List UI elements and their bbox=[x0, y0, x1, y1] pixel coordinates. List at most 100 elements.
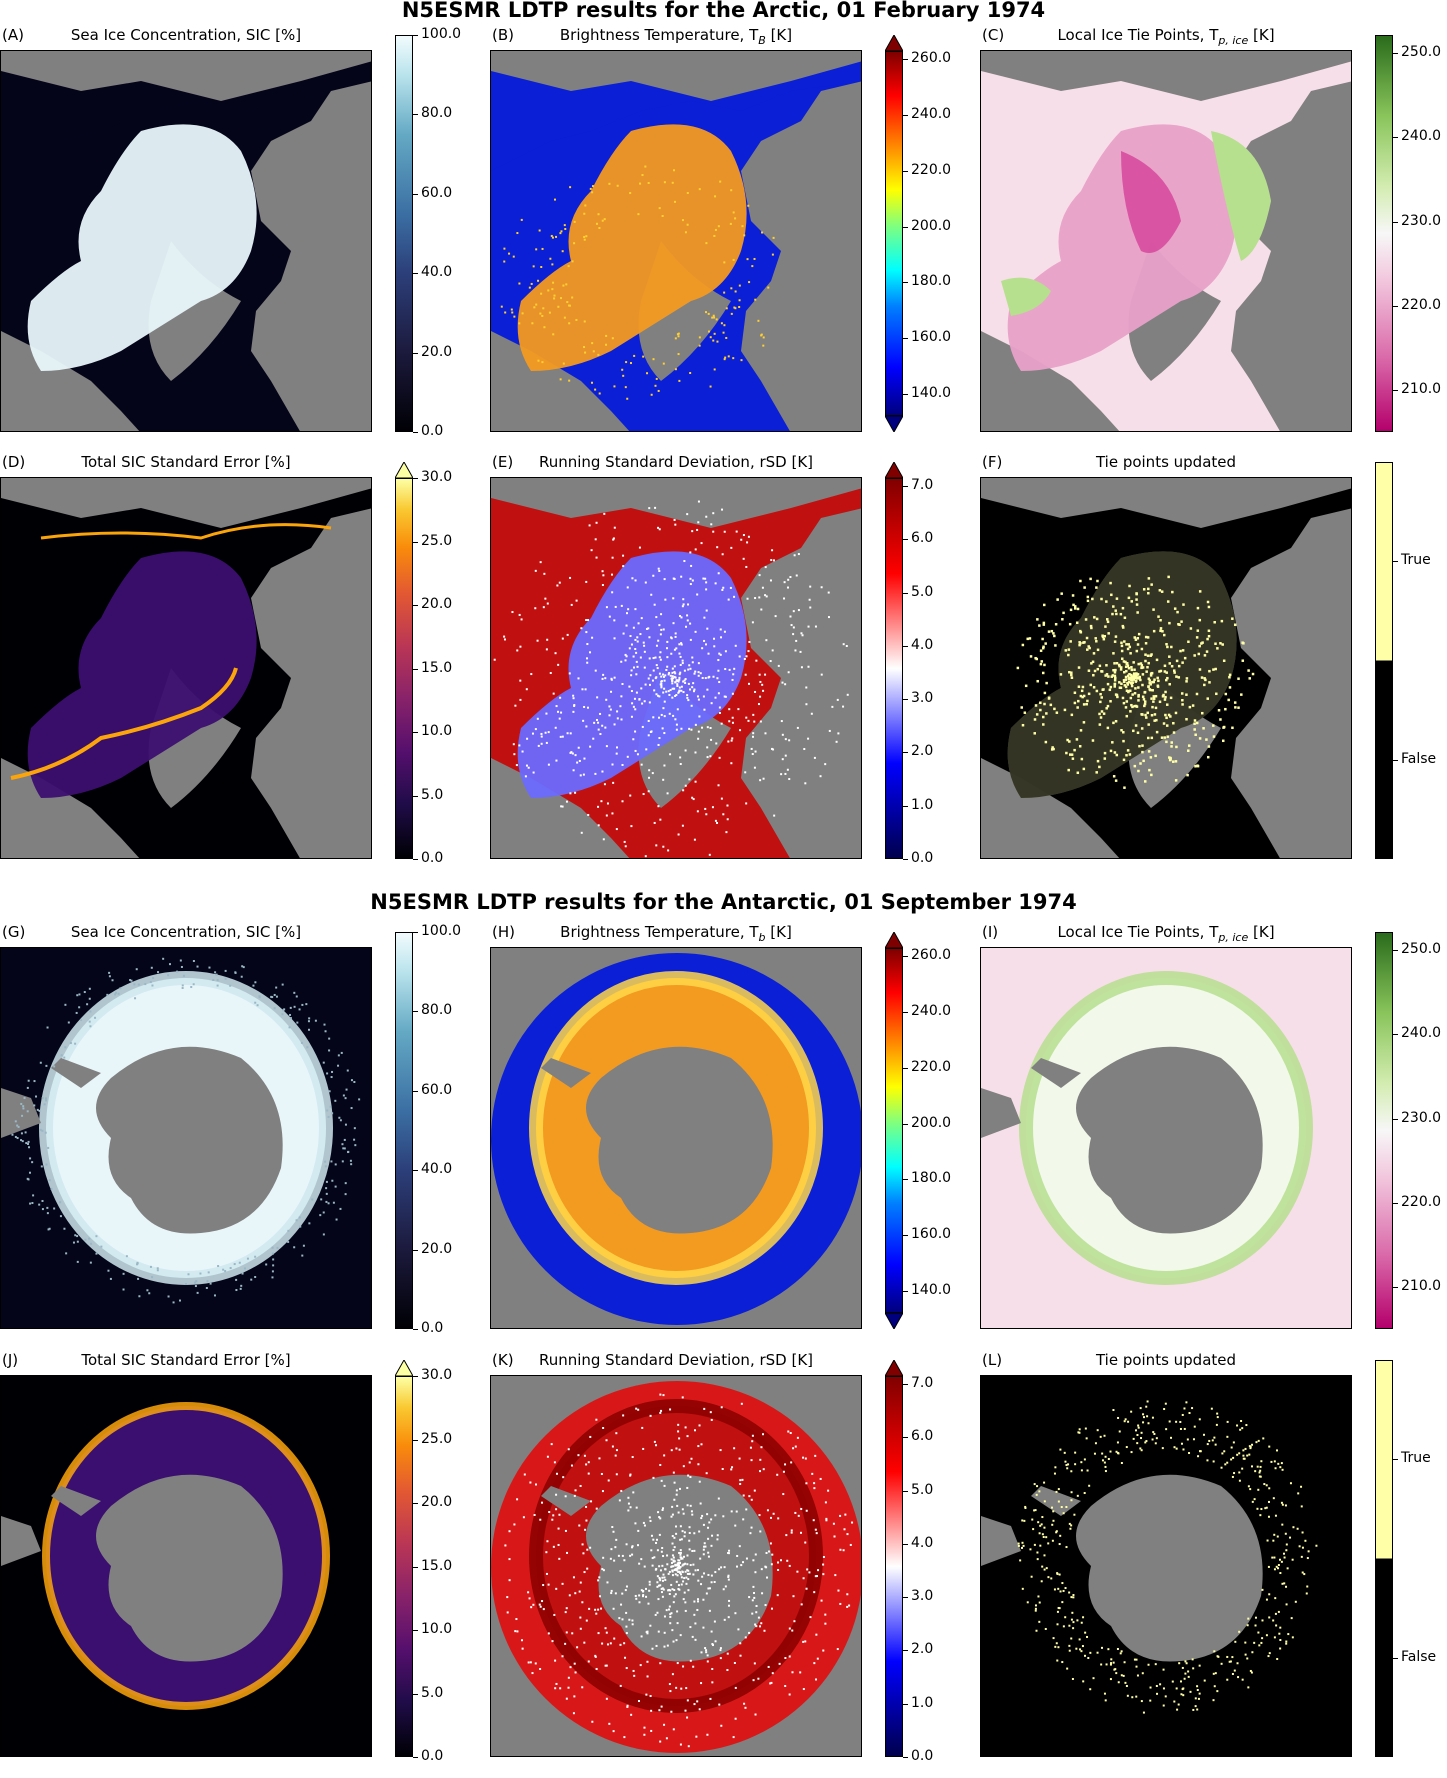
pixel-speckle bbox=[1231, 1672, 1234, 1675]
pixel-speckle bbox=[1247, 1617, 1250, 1620]
pixel-speckle bbox=[1132, 729, 1135, 733]
land-south-america bbox=[1, 1516, 41, 1566]
pixel-speckle bbox=[671, 675, 674, 678]
pixel-speckle bbox=[24, 1131, 27, 1134]
colorbar-tick-mark bbox=[903, 1067, 908, 1069]
pixel-speckle bbox=[601, 570, 604, 573]
pixel-speckle bbox=[677, 691, 680, 694]
pixel-speckle bbox=[1086, 1469, 1089, 1472]
pixel-speckle bbox=[759, 720, 762, 723]
colorbar-tick-mark bbox=[903, 114, 908, 116]
pixel-speckle bbox=[1044, 642, 1047, 645]
pixel-speckle bbox=[1206, 1443, 1209, 1446]
pixel-speckle bbox=[672, 597, 675, 600]
pixel-speckle bbox=[658, 528, 661, 531]
pixel-speckle bbox=[668, 712, 671, 715]
pixel-speckle bbox=[1109, 581, 1112, 585]
colorbar-tick-mark bbox=[903, 805, 908, 807]
pixel-speckle bbox=[152, 976, 155, 979]
pixel-speckle bbox=[703, 639, 706, 642]
pixel-speckle bbox=[679, 1553, 682, 1556]
land-eurasia bbox=[741, 508, 861, 858]
colorbar-tick-mark bbox=[413, 1693, 418, 1695]
pixel-speckle bbox=[646, 1660, 649, 1663]
pixel-speckle bbox=[724, 1585, 727, 1588]
pixel-speckle bbox=[581, 688, 584, 691]
pixel-speckle bbox=[1151, 1416, 1154, 1419]
colorbar-tick-mark bbox=[1393, 1459, 1398, 1461]
pixel-speckle bbox=[710, 1544, 713, 1547]
pixel-speckle bbox=[1068, 1644, 1071, 1647]
pixel-speckle bbox=[687, 668, 690, 671]
pixel-speckle bbox=[658, 737, 661, 740]
pixel-speckle bbox=[812, 1519, 815, 1522]
pixel-speckle bbox=[521, 750, 524, 753]
pixel-speckle bbox=[1042, 715, 1045, 719]
pixel-speckle bbox=[1140, 666, 1143, 670]
pixel-speckle bbox=[686, 1699, 689, 1702]
pixel-speckle bbox=[621, 683, 624, 686]
pixel-speckle bbox=[1053, 634, 1056, 638]
pixel-speckle bbox=[723, 358, 726, 361]
pixel-speckle bbox=[134, 997, 137, 1000]
pixel-speckle bbox=[1109, 1678, 1112, 1681]
pixel-speckle bbox=[694, 751, 697, 754]
pixel-speckle bbox=[718, 706, 721, 709]
pixel-speckle bbox=[557, 710, 560, 713]
pixel-speckle bbox=[1251, 1443, 1254, 1446]
colorbar-tick-mark bbox=[413, 932, 418, 933]
pixel-speckle bbox=[1268, 1445, 1271, 1448]
colorbar-tick-mark bbox=[903, 170, 908, 172]
pixel-speckle bbox=[182, 974, 185, 977]
pixel-speckle bbox=[1147, 587, 1150, 591]
pixel-speckle bbox=[1086, 648, 1089, 651]
pixel-speckle bbox=[671, 671, 674, 674]
pixel-speckle bbox=[1051, 1523, 1054, 1526]
pixel-speckle bbox=[689, 551, 692, 554]
pixel-speckle bbox=[565, 283, 568, 286]
pixel-speckle bbox=[573, 1662, 576, 1665]
pixel-speckle bbox=[1040, 660, 1044, 663]
pixel-speckle bbox=[679, 1634, 682, 1637]
pixel-speckle bbox=[780, 720, 783, 723]
pixel-speckle bbox=[1054, 623, 1058, 626]
pixel-speckle bbox=[1075, 738, 1079, 741]
pixel-speckle bbox=[519, 645, 522, 648]
panel-label: (F) bbox=[982, 453, 1003, 471]
pixel-speckle bbox=[1240, 693, 1243, 696]
pixel-speckle bbox=[598, 392, 601, 395]
colorbar-tick-mark bbox=[413, 1376, 418, 1377]
pixel-speckle bbox=[594, 1654, 597, 1657]
pixel-speckle bbox=[1096, 648, 1100, 652]
pixel-speckle bbox=[1070, 1524, 1073, 1527]
pixel-speckle bbox=[659, 1517, 662, 1520]
pixel-speckle bbox=[1141, 695, 1145, 698]
pixel-speckle bbox=[682, 1598, 685, 1601]
pixel-speckle bbox=[1153, 719, 1156, 722]
pixel-speckle bbox=[540, 735, 543, 738]
pixel-speckle bbox=[1024, 1507, 1027, 1510]
pixel-speckle bbox=[722, 1588, 725, 1591]
pixel-speckle bbox=[644, 1587, 647, 1590]
pixel-speckle bbox=[558, 581, 561, 584]
map-plot bbox=[980, 947, 1352, 1329]
pixel-speckle bbox=[665, 1609, 668, 1612]
pixel-speckle bbox=[1104, 625, 1107, 628]
pixel-speckle bbox=[520, 1639, 523, 1642]
pixel-speckle bbox=[674, 635, 677, 638]
pixel-speckle bbox=[678, 676, 681, 679]
pixel-speckle bbox=[1262, 1437, 1265, 1440]
pixel-speckle bbox=[716, 340, 719, 343]
pixel-speckle bbox=[747, 535, 750, 538]
colorbar-tick-mark bbox=[903, 956, 908, 957]
pixel-speckle bbox=[1099, 692, 1102, 696]
colorbar-tick-mark bbox=[1393, 221, 1398, 223]
colorbar-tick-label: 1.0 bbox=[911, 796, 934, 813]
pixel-speckle bbox=[661, 1595, 664, 1598]
pixel-speckle bbox=[713, 1620, 716, 1623]
pixel-speckle bbox=[813, 1487, 816, 1490]
pixel-speckle bbox=[615, 1473, 618, 1476]
colorbar-tick-label: 20.0 bbox=[421, 1240, 453, 1257]
pixel-speckle bbox=[793, 1620, 796, 1623]
pixel-speckle bbox=[1162, 1687, 1165, 1690]
